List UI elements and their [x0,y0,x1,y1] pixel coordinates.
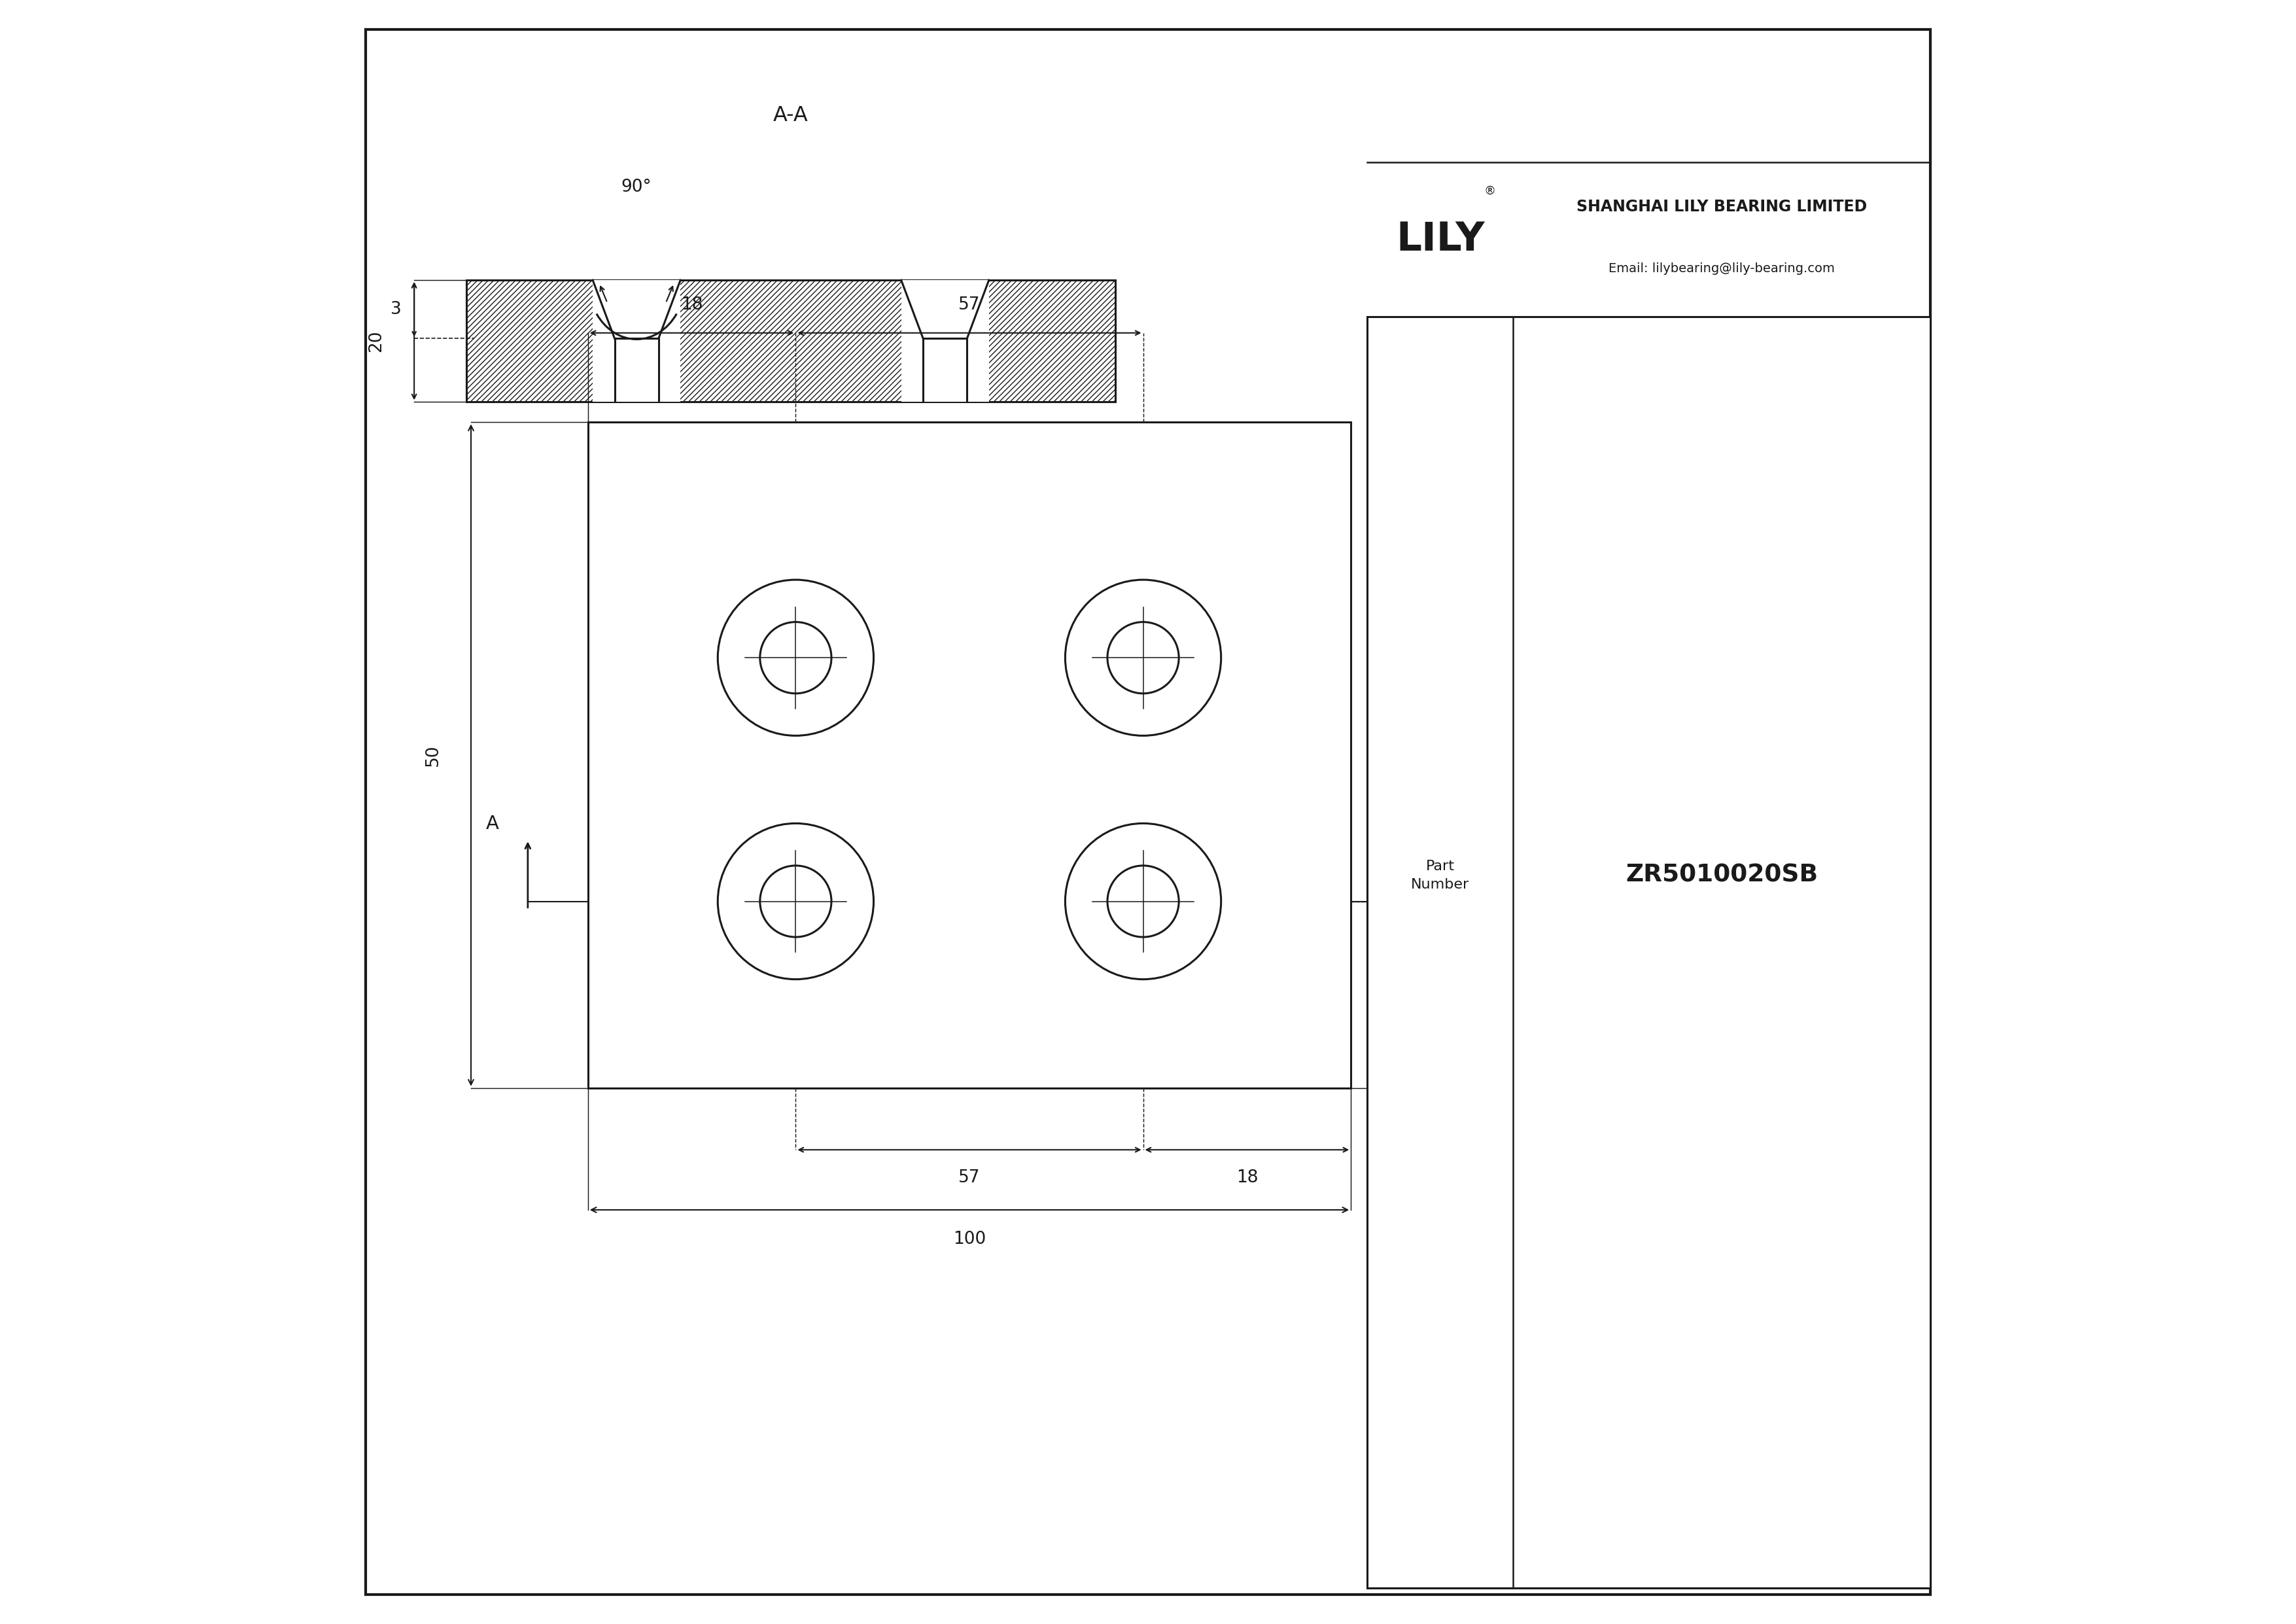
Text: 3: 3 [390,300,402,318]
Bar [592,279,680,401]
Text: Email: lilybearing@lily-bearing.com: Email: lilybearing@lily-bearing.com [1609,263,1835,274]
Bar [588,422,1350,1088]
Text: 18: 18 [682,297,703,313]
Text: SHANGHAI LILY BEARING LIMITED: SHANGHAI LILY BEARING LIMITED [1577,200,1867,214]
Text: 50: 50 [425,744,441,767]
Circle shape [1724,1304,1779,1359]
Circle shape [1635,1270,1671,1306]
Text: 57: 57 [957,1169,980,1186]
Text: 57: 57 [957,297,980,313]
Circle shape [1733,1314,1770,1350]
Text: 20: 20 [367,330,386,352]
Bar [466,279,1116,401]
Text: LILY: LILY [1396,221,1486,258]
Text: A: A [484,815,498,833]
Polygon shape [1598,1224,1899,1276]
Circle shape [1626,1260,1681,1315]
Circle shape [1635,1314,1671,1350]
Circle shape [1626,1304,1681,1359]
Text: A-A: A-A [774,106,808,127]
Bar [1366,317,1931,1588]
Text: 18: 18 [1235,1169,1258,1186]
Polygon shape [1598,1276,1818,1374]
Text: ZR5010020SB: ZR5010020SB [1626,864,1818,887]
Text: Part
Number: Part Number [1412,859,1469,892]
Text: 20: 20 [1479,986,1499,1004]
Text: ®: ® [1483,185,1497,197]
Circle shape [1724,1260,1779,1315]
Bar [902,279,990,401]
Text: 100: 100 [953,1231,985,1247]
Circle shape [1733,1270,1770,1306]
Text: A: A [1433,815,1446,833]
Polygon shape [1818,1224,1899,1374]
Text: 90°: 90° [622,179,652,195]
